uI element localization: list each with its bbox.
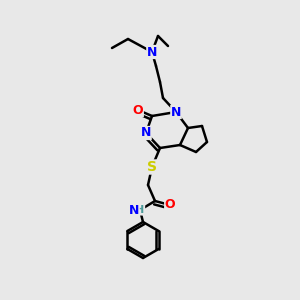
Text: H: H — [135, 205, 145, 215]
Text: O: O — [133, 103, 143, 116]
Text: N: N — [147, 46, 157, 59]
Text: O: O — [165, 199, 175, 212]
Text: N: N — [171, 106, 181, 118]
Text: N: N — [141, 127, 151, 140]
Text: N: N — [129, 203, 139, 217]
Text: S: S — [147, 160, 157, 174]
